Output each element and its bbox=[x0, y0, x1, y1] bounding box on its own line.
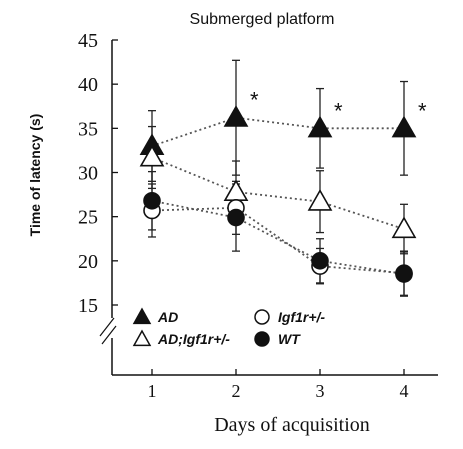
x-tick-label: 2 bbox=[232, 381, 241, 401]
data-point bbox=[227, 208, 245, 227]
legend-marker bbox=[254, 309, 270, 325]
chart-title: Submerged platform bbox=[190, 11, 335, 28]
legend-item: Igf1r+/- bbox=[254, 309, 325, 325]
series-line-1 bbox=[151, 156, 405, 230]
y-tick-label: 45 bbox=[78, 30, 98, 52]
data-point bbox=[307, 189, 333, 211]
y-axis-label: Time of latency (s) bbox=[27, 114, 43, 237]
legend-label: WT bbox=[278, 331, 301, 347]
data-point bbox=[223, 105, 249, 127]
data-point bbox=[223, 179, 249, 201]
significance-marks: * * * bbox=[250, 88, 427, 124]
legend-label: AD bbox=[157, 309, 178, 325]
x-tick-label: 4 bbox=[400, 381, 409, 401]
data-point bbox=[307, 115, 333, 138]
legend-item: AD;Igf1r+/- bbox=[132, 329, 230, 347]
x-axis-label: Days of acquisition bbox=[214, 414, 370, 436]
data-point bbox=[391, 115, 417, 138]
legend-item: AD bbox=[132, 307, 178, 325]
legend-label: AD;Igf1r+/- bbox=[157, 331, 230, 347]
legend-marker bbox=[132, 329, 152, 347]
data-markers bbox=[139, 105, 417, 283]
legend-item: WT bbox=[254, 331, 301, 347]
y-tick-label: 25 bbox=[78, 207, 98, 229]
legend: AD Igf1r+/- AD;Igf1r+/- WT bbox=[132, 307, 325, 347]
data-point bbox=[143, 191, 161, 210]
legend-marker bbox=[132, 307, 152, 325]
series-line-2 bbox=[151, 206, 405, 275]
series-lines bbox=[151, 116, 405, 275]
significance-star: * bbox=[250, 88, 259, 113]
legend-label: Igf1r+/- bbox=[278, 309, 325, 325]
significance-star: * bbox=[418, 98, 427, 123]
x-tick-label: 1 bbox=[148, 381, 157, 401]
y-tick-label: 40 bbox=[78, 74, 98, 96]
significance-star: * bbox=[334, 98, 343, 123]
error-bars bbox=[148, 59, 408, 297]
y-tick-label: 15 bbox=[78, 295, 98, 317]
data-point bbox=[395, 265, 413, 283]
data-point bbox=[139, 144, 165, 167]
data-point bbox=[391, 216, 417, 239]
y-tick-label: 30 bbox=[78, 163, 98, 185]
series-line-0 bbox=[151, 116, 404, 147]
axis-break-mark bbox=[99, 317, 115, 337]
axis-break-mark bbox=[101, 325, 117, 345]
axes: 15 20 25 30 35 40 45 1 2 3 4 bbox=[78, 30, 438, 401]
y-tick-label: 35 bbox=[78, 118, 98, 140]
data-point bbox=[311, 252, 329, 270]
legend-marker bbox=[254, 331, 270, 347]
y-tick-label: 20 bbox=[78, 251, 98, 273]
x-tick-label: 3 bbox=[316, 381, 325, 401]
